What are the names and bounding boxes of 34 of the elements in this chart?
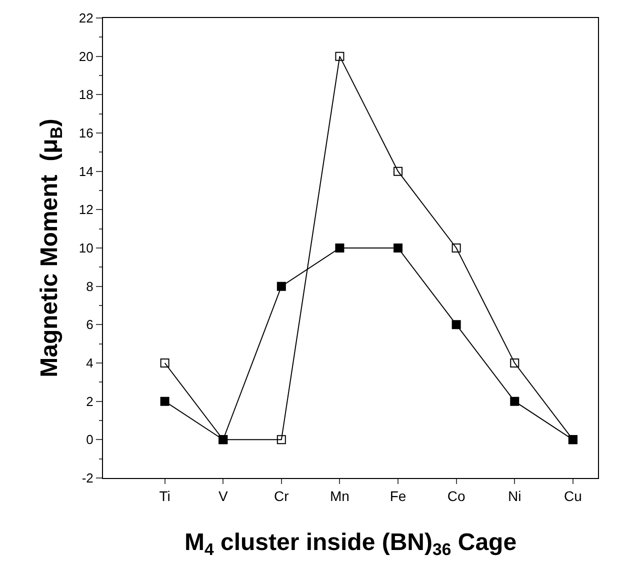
y-tick-label: 20 (78, 48, 94, 64)
y-tick-label: 2 (86, 394, 94, 409)
point (160, 396, 170, 406)
y-tick-label: 16 (78, 126, 94, 141)
point (510, 358, 520, 368)
y-tick-label: 18 (78, 87, 94, 102)
point (335, 52, 344, 61)
x-tick-label: Mn (330, 488, 350, 504)
point (394, 244, 403, 252)
y-tick-label: 10 (78, 240, 94, 256)
x-tick-label: Fe (390, 488, 406, 504)
y-tick-label: 4 (86, 356, 94, 371)
y-tick-label: 6 (86, 317, 94, 332)
point (276, 435, 286, 444)
y-tick-label: 14 (78, 164, 94, 179)
y-tick-label: 0 (86, 432, 94, 448)
x-tick-label: V (218, 488, 228, 504)
point (394, 166, 403, 176)
point (276, 282, 286, 291)
point (335, 244, 344, 252)
x-tick-label: Ni (508, 488, 522, 504)
x-tick-label: Co (447, 488, 466, 504)
y-tick-label: 22 (78, 10, 94, 26)
point (510, 396, 520, 406)
x-tick-label: Cr (274, 488, 290, 504)
y-tick-label: 8 (86, 278, 94, 294)
x-tick-label: Cu (564, 488, 582, 504)
point (452, 320, 461, 330)
y-tick-label: 12 (78, 202, 94, 218)
point (452, 244, 461, 252)
x-tick-label: Ti (159, 488, 170, 504)
x-axis-title: M$_{4}$ cluster inside (BN)$_{36}$ Cage (184, 529, 517, 560)
point (160, 358, 170, 368)
y-tick-label: -2 (82, 470, 94, 486)
